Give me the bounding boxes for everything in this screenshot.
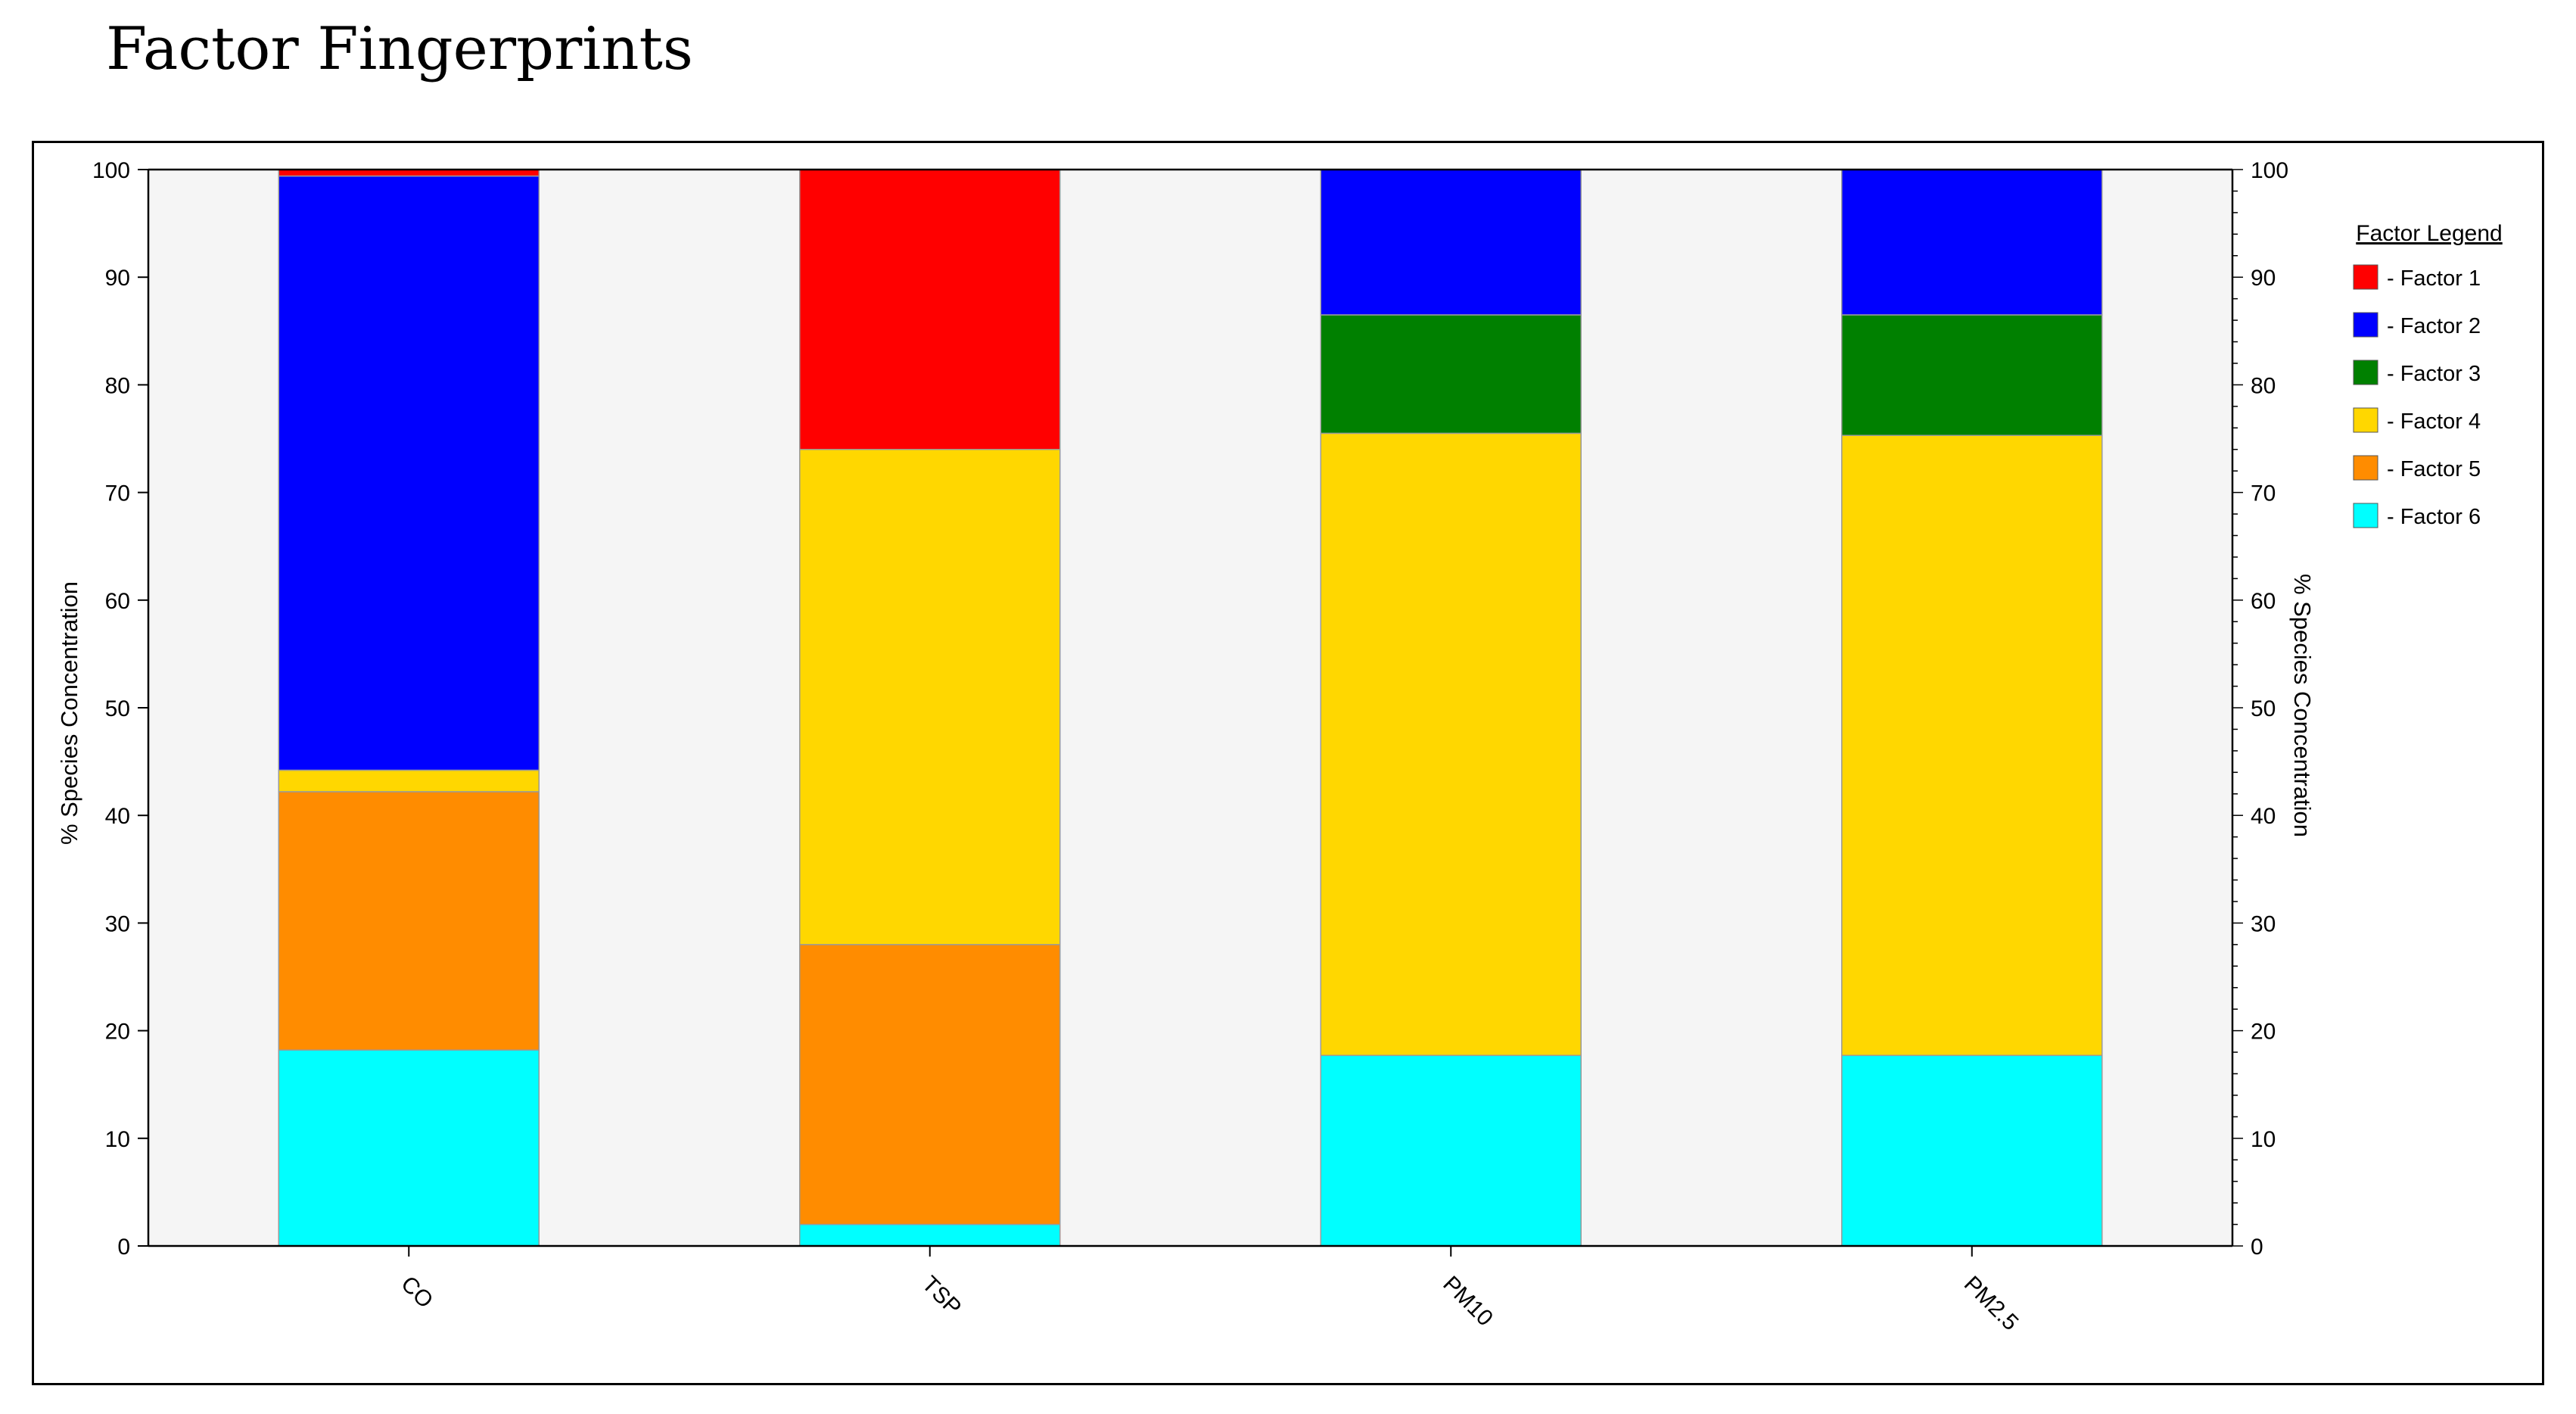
legend-entry-label: - Factor 6: [2387, 505, 2481, 529]
bar-segment-tsp-factor-1: [799, 169, 1061, 450]
bar-segment-pm10-factor-2: [1320, 169, 1582, 316]
y-tick-label-right: 0: [2251, 1235, 2263, 1260]
x-tick-label: TSP: [917, 1272, 966, 1321]
x-tick-label: CO: [396, 1272, 437, 1313]
legend-entry-label: - Factor 5: [2387, 457, 2481, 481]
bar-segment-co-factor-2: [278, 175, 540, 771]
bar-segment-pm25-factor-4: [1841, 434, 2103, 1057]
legend-entry-label: - Factor 2: [2387, 314, 2481, 338]
bar-segment-tsp-factor-6: [799, 1223, 1061, 1247]
y-tick-label-right: 90: [2251, 266, 2276, 291]
y-tick-label-left: 80: [105, 373, 130, 398]
y-tick-label-left: 0: [117, 1235, 130, 1260]
bar-segment-pm25-factor-6: [1841, 1054, 2103, 1247]
bar-segment-pm25-factor-3: [1841, 314, 2103, 436]
y-tick-label-right: 100: [2251, 158, 2288, 183]
y-tick-label-right: 20: [2251, 1020, 2276, 1045]
legend-swatch: [2353, 312, 2378, 338]
y-tick-label-left: 30: [105, 911, 130, 936]
y-tick-label-left: 20: [105, 1020, 130, 1045]
y-tick-label-left: 90: [105, 266, 130, 291]
legend-swatch: [2353, 407, 2378, 433]
y-tick-label-left: 50: [105, 696, 130, 721]
page-title: Factor Fingerprints: [106, 15, 693, 83]
x-tick-label: PM10: [1438, 1272, 1498, 1331]
bar-segment-pm10-factor-4: [1320, 432, 1582, 1057]
x-tick-label: PM2.5: [1959, 1272, 2024, 1336]
bar-segment-co-factor-5: [278, 791, 540, 1051]
y-tick-label-right: 40: [2251, 804, 2276, 829]
y-tick-label-right: 50: [2251, 696, 2276, 721]
y-tick-label-right: 30: [2251, 911, 2276, 936]
bar-segment-co-factor-4: [278, 769, 540, 793]
y-axis-title-left: % Species Concentration: [56, 581, 82, 845]
y-axis-title-right: % Species Concentration: [2289, 574, 2316, 837]
legend-swatch: [2353, 455, 2378, 481]
legend-title: Factor Legend: [2356, 221, 2502, 246]
y-tick-label-left: 100: [92, 158, 130, 183]
bar-segment-pm10-factor-6: [1320, 1054, 1582, 1247]
bar-segment-co-factor-1: [278, 169, 540, 177]
y-tick-label-left: 60: [105, 589, 130, 614]
y-tick-label-right: 60: [2251, 589, 2276, 614]
legend-swatch: [2353, 264, 2378, 290]
y-tick-label-left: 70: [105, 481, 130, 506]
legend-entry-label: - Factor 3: [2387, 362, 2481, 386]
y-tick-label-right: 70: [2251, 481, 2276, 506]
legend-swatch: [2353, 503, 2378, 528]
bar-segment-co-factor-6: [278, 1049, 540, 1247]
y-tick-label-right: 10: [2251, 1127, 2276, 1152]
bar-segment-pm25-factor-2: [1841, 169, 2103, 316]
y-tick-label-right: 80: [2251, 373, 2276, 398]
legend-entry-label: - Factor 4: [2387, 410, 2481, 434]
legend-entry-label: - Factor 1: [2387, 266, 2481, 291]
bar-segment-tsp-factor-5: [799, 944, 1061, 1226]
y-tick-label-left: 40: [105, 804, 130, 829]
y-tick-label-left: 10: [105, 1127, 130, 1152]
bar-segment-tsp-factor-4: [799, 448, 1061, 945]
bar-segment-pm10-factor-3: [1320, 314, 1582, 434]
legend-swatch: [2353, 360, 2378, 385]
